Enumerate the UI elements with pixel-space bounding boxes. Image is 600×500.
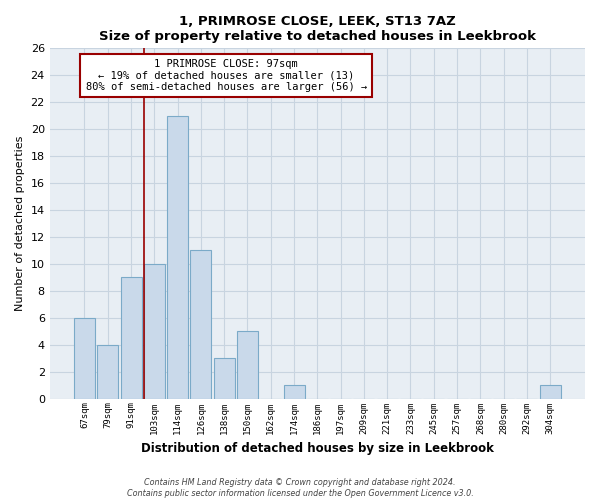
Text: 1 PRIMROSE CLOSE: 97sqm
← 19% of detached houses are smaller (13)
80% of semi-de: 1 PRIMROSE CLOSE: 97sqm ← 19% of detache… [86,59,367,92]
Bar [97,344,118,399]
Bar [214,358,235,399]
Title: 1, PRIMROSE CLOSE, LEEK, ST13 7AZ
Size of property relative to detached houses i: 1, PRIMROSE CLOSE, LEEK, ST13 7AZ Size o… [99,15,536,43]
Bar [167,116,188,399]
X-axis label: Distribution of detached houses by size in Leekbrook: Distribution of detached houses by size … [141,442,494,455]
Text: Contains HM Land Registry data © Crown copyright and database right 2024.
Contai: Contains HM Land Registry data © Crown c… [127,478,473,498]
Bar [144,264,165,398]
Bar [74,318,95,398]
Bar [540,385,560,398]
Y-axis label: Number of detached properties: Number of detached properties [15,136,25,311]
Bar [237,332,258,398]
Bar [190,250,211,398]
Bar [284,385,305,398]
Bar [121,278,142,398]
